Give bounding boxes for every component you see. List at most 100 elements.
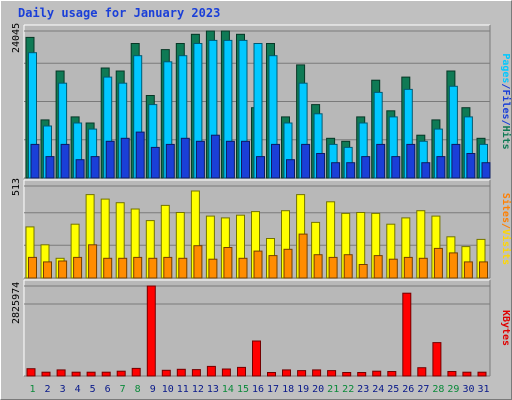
hits-files-pages-series-label: Pages/Files/Hits: [500, 53, 512, 149]
hits-files-pages-bar-pages-day-17: [271, 143, 280, 179]
hits-files-pages-series-label-part-0: Pages: [500, 53, 511, 83]
visits-sites-bar-sites-day-2: [43, 261, 52, 279]
visits-sites-bar-sites-day-28: [433, 247, 443, 279]
kbytes-bar-kbytes-day-21: [327, 370, 337, 377]
kbytes-bar-kbytes-day-22: [342, 372, 352, 377]
kbytes-bar-kbytes-day-1: [26, 368, 36, 377]
day-label-30: 30: [462, 384, 474, 395]
hits-files-pages-bar-pages-day-19: [301, 143, 311, 179]
visits-sites-bar-sites-day-7: [118, 257, 128, 279]
day-label-15: 15: [237, 384, 249, 395]
day-label-17: 17: [267, 384, 279, 395]
kbytes-bar-kbytes-day-9: [146, 285, 156, 377]
hits-files-pages-bar-pages-day-26: [406, 143, 416, 179]
hits-files-pages-bar-pages-day-4: [75, 159, 85, 179]
hits-files-pages-bar-pages-day-22: [346, 162, 356, 179]
visits-sites-bar-sites-day-19: [298, 233, 308, 279]
visits-sites-series-label-part-1: /: [500, 223, 511, 229]
kbytes-bar-kbytes-day-14: [221, 368, 231, 377]
kbytes-bar-kbytes-day-3: [56, 369, 66, 377]
visits-sites-bar-sites-day-3: [58, 260, 68, 279]
day-label-12: 12: [192, 384, 204, 395]
day-label-6: 6: [105, 384, 111, 395]
visits-sites-bar-sites-day-4: [73, 256, 83, 279]
visits-sites-bar-sites-day-29: [448, 252, 458, 279]
visits-sites-series-label-part-2: Visits: [500, 229, 512, 265]
kbytes-bar-kbytes-day-7: [116, 370, 126, 377]
kbytes-bar-kbytes-day-2: [41, 371, 51, 377]
kbytes-bar-kbytes-day-26: [402, 292, 412, 377]
hits-files-pages-bar-pages-day-1: [30, 143, 40, 179]
kbytes-bar-kbytes-day-8: [131, 367, 141, 377]
hits-files-pages-bar-pages-day-25: [391, 156, 401, 179]
hits-files-pages-bar-pages-day-16: [256, 156, 265, 179]
kbytes-bar-kbytes-day-15: [237, 366, 246, 377]
day-label-19: 19: [297, 384, 309, 395]
visits-sites-bar-sites-day-16: [253, 250, 263, 279]
visits-sites-bar-sites-day-17: [268, 255, 278, 279]
visits-sites-bar-sites-day-23: [358, 264, 368, 279]
day-label-8: 8: [135, 384, 141, 395]
kbytes-bar-kbytes-day-4: [71, 371, 81, 377]
hits-files-pages-bar-pages-day-28: [436, 156, 446, 179]
day-label-9: 9: [150, 384, 156, 395]
kbytes-bar-kbytes-day-18: [282, 369, 291, 377]
visits-sites-bar-sites-day-25: [388, 258, 398, 279]
kbytes-bar-kbytes-day-6: [101, 371, 111, 377]
kbytes-bar-kbytes-day-23: [357, 372, 367, 377]
visits-sites-bar-sites-day-10: [163, 256, 173, 279]
day-label-7: 7: [120, 384, 126, 395]
hits-files-pages-bar-pages-day-2: [45, 156, 55, 179]
day-label-25: 25: [387, 384, 399, 395]
hits-files-pages-bar-pages-day-18: [286, 159, 295, 179]
visits-sites-bar-sites-day-9: [148, 257, 158, 279]
visits-sites-bar-sites-day-14: [223, 247, 233, 279]
kbytes-series-label: KBytes: [500, 310, 511, 346]
visits-sites-bar-sites-day-24: [373, 255, 383, 279]
visits-sites-bar-sites-day-11: [178, 257, 188, 279]
hits-files-pages-bar-pages-day-12: [195, 140, 205, 179]
day-label-28: 28: [432, 384, 444, 395]
kbytes-ymax-label: 2825974: [11, 282, 22, 324]
hits-files-pages-bar-pages-day-13: [210, 134, 220, 179]
kbytes-bar-kbytes-day-25: [387, 371, 397, 377]
day-label-29: 29: [447, 384, 459, 395]
day-label-18: 18: [282, 384, 294, 395]
hits-files-pages-bar-pages-day-7: [120, 137, 130, 179]
kbytes-bar-kbytes-day-19: [297, 370, 307, 377]
day-label-13: 13: [207, 384, 219, 395]
visits-sites-bar-sites-day-27: [418, 257, 428, 279]
hits-files-pages-series-label-part-2: Files: [500, 89, 512, 119]
kbytes-series-label-part-0: KBytes: [500, 310, 511, 346]
day-label-26: 26: [402, 384, 414, 395]
kbytes-bar-kbytes-day-20: [312, 369, 322, 377]
visits-sites-series-label: Sites/Visits: [500, 193, 512, 265]
visits-sites-bar-sites-day-30: [463, 261, 473, 279]
hits-files-pages-bar-pages-day-8: [135, 131, 145, 179]
hits-files-pages-bar-pages-day-27: [421, 162, 431, 179]
kbytes-bar-kbytes-day-31: [477, 371, 487, 377]
hits-files-pages-bar-pages-day-24: [376, 143, 386, 179]
visits-sites-bar-sites-day-22: [343, 254, 353, 279]
kbytes-bar-kbytes-day-17: [267, 372, 276, 377]
kbytes-bar-kbytes-day-11: [176, 368, 186, 377]
kbytes-bar-kbytes-day-29: [447, 371, 457, 377]
day-label-5: 5: [90, 384, 96, 395]
visits-sites-bar-sites-day-20: [313, 254, 323, 279]
kbytes-bar-kbytes-day-24: [372, 370, 382, 377]
day-label-1: 1: [29, 384, 35, 395]
visits-sites-bar-sites-day-21: [328, 256, 338, 279]
day-label-24: 24: [372, 384, 384, 395]
hits-files-pages-bar-pages-day-30: [466, 153, 476, 179]
visits-sites-bar-sites-day-12: [193, 245, 203, 279]
day-label-23: 23: [357, 384, 369, 395]
hits-files-pages-bar-pages-day-6: [105, 140, 115, 179]
hits-files-pages-bar-pages-day-5: [90, 156, 100, 179]
day-label-4: 4: [75, 384, 81, 395]
visits-sites-bar-sites-day-1: [28, 256, 37, 279]
kbytes-bar-kbytes-day-10: [161, 369, 171, 377]
day-label-14: 14: [222, 384, 234, 395]
hits-files-pages-bar-pages-day-20: [316, 153, 326, 179]
kbytes-bar-kbytes-day-12: [191, 369, 201, 377]
